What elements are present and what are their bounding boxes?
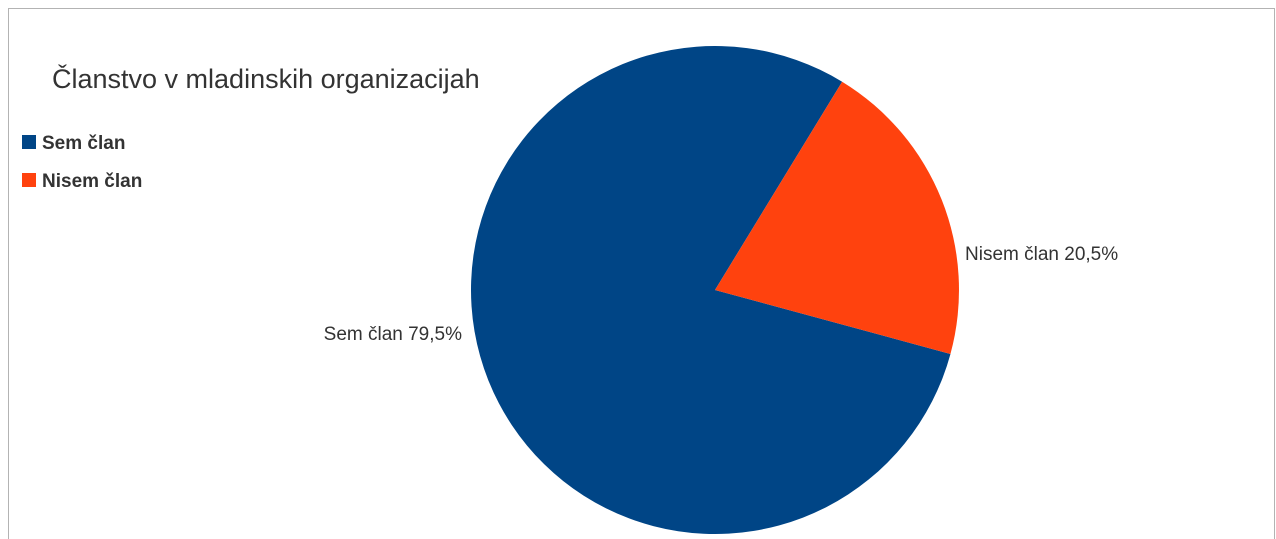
data-labels: Sem član 79,5% Nisem član 20,5% <box>324 244 1119 345</box>
pie-slice-nisem-clan <box>715 81 959 354</box>
data-label-nisem-clan: Nisem član 20,5% <box>965 244 1118 265</box>
chart-title: Članstvo v mladinskih organizacijah <box>52 63 480 94</box>
pie-slices <box>470 45 959 534</box>
data-label-sem-clan: Sem član 79,5% <box>324 324 462 345</box>
legend-swatch-nisem-clan <box>22 173 36 187</box>
legend-label-nisem-clan: Nisem član <box>42 171 142 192</box>
legend-label-sem-clan: Sem član <box>42 133 125 154</box>
legend: Sem član Nisem član <box>22 133 142 192</box>
legend-swatch-sem-clan <box>22 135 36 149</box>
pie-slice-sem-clan <box>470 45 951 534</box>
